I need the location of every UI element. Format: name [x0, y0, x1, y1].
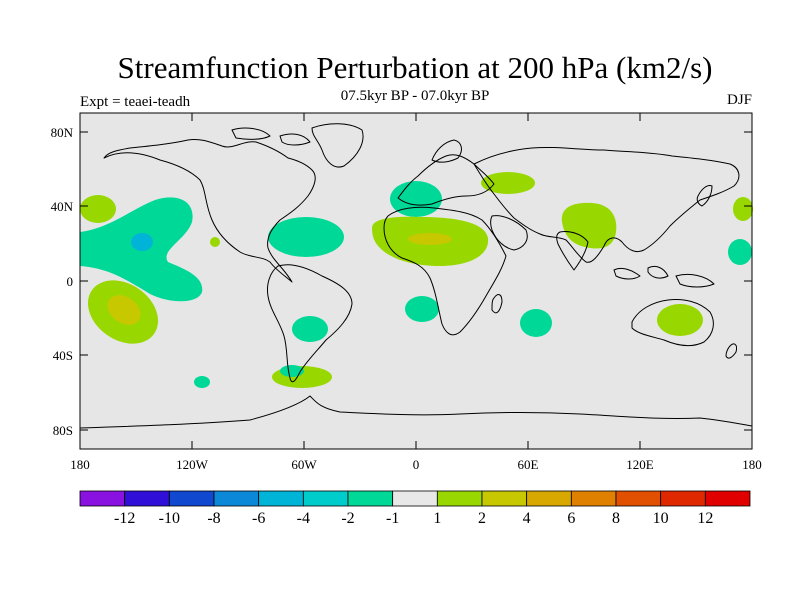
colorbar-label: -8 — [207, 510, 220, 527]
map-title: Streamfunction Perturbation at 200 hPa (… — [117, 50, 713, 85]
anomaly-contour — [210, 237, 220, 247]
colorbar-swatch — [213, 490, 260, 507]
anomaly-contour — [107, 295, 141, 325]
colorbar-swatch — [302, 490, 349, 507]
colorbar-label: -1 — [386, 510, 399, 527]
anomaly-contour — [561, 202, 617, 249]
experiment-label: Expt = teaei-teadh — [80, 94, 191, 110]
coast-south-america — [267, 264, 353, 383]
lon-label: 60W — [291, 457, 317, 472]
anomaly-contour — [268, 217, 344, 257]
colorbar-label: 4 — [523, 510, 531, 527]
lon-label: 180 — [742, 457, 762, 472]
colorbar-label: 6 — [567, 510, 575, 527]
lat-label: 0 — [67, 274, 74, 289]
coastlines — [79, 123, 753, 429]
anomaly-contour — [390, 181, 442, 217]
lon-label: 120E — [626, 457, 654, 472]
anomaly-contour — [80, 195, 116, 223]
lat-axis — [80, 131, 752, 431]
colorbar-label: -4 — [297, 510, 310, 527]
colorbar-label: -6 — [252, 510, 265, 527]
anomaly-contour — [131, 233, 153, 251]
colorbar-swatch — [570, 490, 617, 507]
lon-axis — [79, 113, 753, 449]
lon-label: 60E — [518, 457, 539, 472]
coast-antarctica — [79, 395, 753, 429]
coast-asia — [473, 146, 740, 263]
coast-indonesia — [613, 265, 715, 288]
coast-africa — [383, 206, 507, 336]
colorbar-swatch — [347, 490, 394, 507]
anomaly-field — [80, 172, 753, 388]
coast-new-zealand — [725, 343, 737, 359]
coast-madagascar — [491, 294, 503, 314]
anomaly-contour — [657, 304, 703, 336]
colorbar-swatch — [704, 490, 751, 507]
colorbar-label: -10 — [159, 510, 180, 527]
anomaly-contour — [405, 296, 439, 322]
anomaly-contour — [733, 197, 753, 221]
lon-label: 180 — [70, 457, 90, 472]
colorbar-swatch — [436, 490, 483, 507]
colorbar-swatch — [258, 490, 304, 507]
coast-north-america — [103, 139, 316, 283]
lon-label: 0 — [413, 457, 420, 472]
colorbar-label: 2 — [478, 510, 486, 527]
coast-europe — [397, 154, 495, 206]
coast-australia — [631, 299, 714, 347]
anomaly-contour — [520, 309, 552, 337]
coast-india — [556, 231, 589, 271]
anomaly-contour — [408, 233, 452, 245]
lat-label: 80S — [53, 423, 73, 438]
anomaly-contour — [280, 365, 304, 377]
anomaly-contour — [481, 172, 535, 194]
colorbar-swatch — [526, 490, 572, 507]
coast-greenland — [311, 123, 364, 168]
colorbar — [79, 490, 751, 507]
colorbar-labels: -12 -10 -8 -6 -4 -2 -1 1 2 4 6 8 10 12 — [114, 510, 713, 527]
anomaly-contour — [292, 316, 328, 342]
lat-label: 40S — [53, 348, 73, 363]
lat-label: 80N — [51, 125, 74, 140]
colorbar-label: 1 — [433, 510, 441, 527]
colorbar-swatch — [79, 490, 126, 507]
colorbar-swatch — [392, 490, 438, 507]
coast-japan — [696, 185, 713, 207]
season-label: DJF — [726, 92, 752, 108]
coast-arabia — [490, 215, 528, 251]
colorbar-swatch — [124, 490, 170, 507]
colorbar-swatch — [481, 490, 528, 507]
coast-scandinavia — [431, 139, 462, 163]
colorbar-label: -2 — [341, 510, 354, 527]
colorbar-swatch — [615, 490, 662, 507]
colorbar-label: -12 — [114, 510, 135, 527]
colorbar-label: 10 — [653, 510, 669, 527]
coast-arctic-islands — [231, 127, 311, 146]
lat-label: 40N — [51, 199, 74, 214]
anomaly-contour — [194, 376, 210, 388]
colorbar-label: 8 — [612, 510, 620, 527]
period-subtitle: 07.5kyr BP - 07.0kyr BP — [340, 88, 490, 104]
anomaly-contour — [728, 239, 752, 265]
colorbar-swatch — [168, 490, 215, 507]
colorbar-label: 12 — [697, 510, 713, 527]
colorbar-swatch — [660, 490, 706, 507]
lon-label: 120W — [176, 457, 209, 472]
